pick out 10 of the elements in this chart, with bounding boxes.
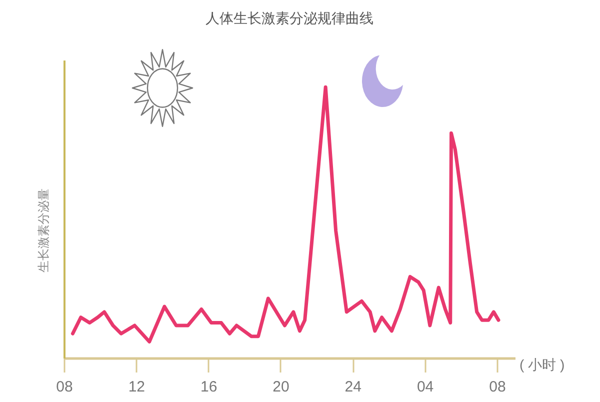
y-axis-title: 生长激素分泌量 (36, 188, 50, 272)
x-tick-label: 08 (489, 378, 506, 396)
x-axis-title: ( 小时 ) (520, 356, 565, 372)
x-tick-label: 12 (128, 378, 146, 396)
x-tick-label: 24 (344, 378, 362, 396)
chart-title: 人体生长激素分泌规律曲线 (206, 10, 374, 26)
x-tick-label: 04 (416, 378, 434, 396)
x-tick-label: 16 (200, 378, 218, 396)
x-tick-label: 20 (272, 378, 290, 396)
x-tick-label: 08 (56, 378, 73, 396)
